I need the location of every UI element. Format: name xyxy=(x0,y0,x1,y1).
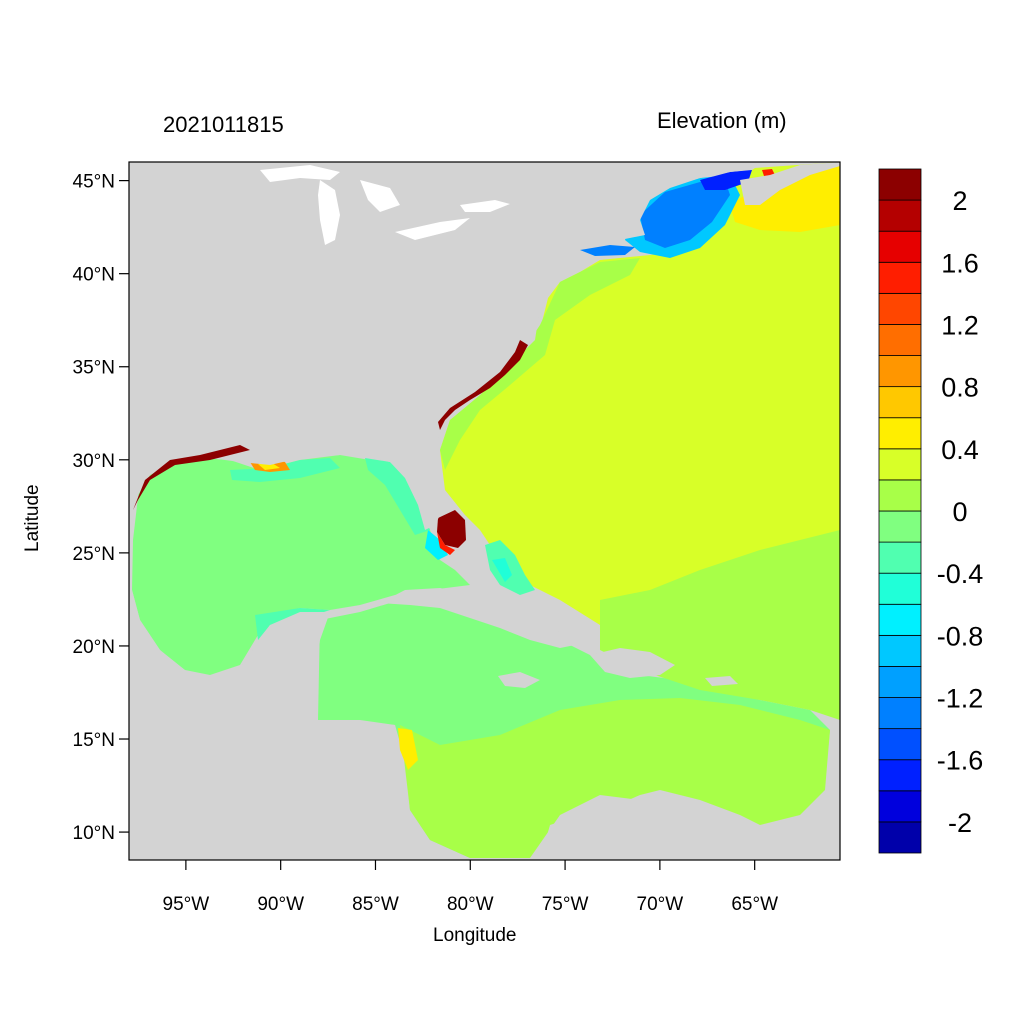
gulf-coast-surge-fringe xyxy=(133,445,250,510)
colorbar-label: 0.4 xyxy=(941,435,979,465)
colorbar-segment xyxy=(878,479,922,512)
colorbar-segment xyxy=(878,386,922,419)
y-tick-label: 10°N xyxy=(73,823,115,844)
map-frame xyxy=(128,161,841,861)
lake-huron xyxy=(360,180,400,212)
florida-surge-edge xyxy=(437,532,455,555)
jamaica-land xyxy=(498,672,540,688)
colorbar-segment xyxy=(878,634,922,667)
colorbar-segment xyxy=(878,261,922,294)
gulf-of-maine-mid xyxy=(640,180,730,248)
y-tick-label: 45°N xyxy=(73,172,115,193)
x-axis-ticks: 95°W 90°W 85°W 80°W 75°W 70°W 65°W xyxy=(163,860,778,915)
florida-surge xyxy=(437,510,466,548)
florida-bay-cyan xyxy=(425,530,448,560)
south-america-land xyxy=(540,790,840,860)
long-island-sound xyxy=(580,245,635,256)
colorbar-segment xyxy=(878,510,922,543)
lake-erie xyxy=(395,218,470,240)
y-tick-label: 30°N xyxy=(73,451,115,472)
plot-left-title: 2021011815 xyxy=(163,112,284,137)
y-axis-ticks: 45°N 40°N 35°N 30°N 25°N 20°N 15°N 10°N xyxy=(73,172,129,844)
x-axis-title: Longitude xyxy=(433,925,517,946)
x-tick-label: 75°W xyxy=(542,894,589,915)
colorbar-segment xyxy=(878,666,922,698)
x-tick-label: 90°W xyxy=(257,894,304,915)
colorbar-segment xyxy=(878,821,922,854)
map-field xyxy=(129,162,840,860)
colorbar-segment xyxy=(878,541,922,574)
lake-ontario xyxy=(460,200,510,212)
west-florida-shelf xyxy=(365,458,430,535)
gulf-of-maine-inner xyxy=(700,170,752,190)
atlantic-nearshore-band xyxy=(440,258,640,470)
colorbar-segment xyxy=(878,572,922,605)
x-tick-label: 80°W xyxy=(447,894,494,915)
gulf-of-mexico xyxy=(132,455,470,675)
bahamas-bank xyxy=(485,540,535,595)
lake-michigan xyxy=(318,180,340,245)
colorbar-labels: 2 1.6 1.2 0.8 0.4 0 -0.4 -0.8 -1.2 -1.6 -2 xyxy=(937,186,984,838)
puerto-rico-land xyxy=(705,676,738,686)
x-tick-label: 85°W xyxy=(352,894,399,915)
bahamas-inner xyxy=(492,558,512,582)
colorbar-segment xyxy=(878,790,922,823)
colorbar-label: 1.2 xyxy=(941,310,979,340)
y-tick-label: 20°N xyxy=(73,637,115,658)
colorbar-segment xyxy=(878,603,922,636)
lake-superior xyxy=(260,165,340,182)
y-tick-label: 35°N xyxy=(73,358,115,379)
colorbar xyxy=(878,168,922,854)
colorbar-label: -0.8 xyxy=(937,621,984,651)
delta-surge-inner xyxy=(258,463,280,470)
hispaniola-land xyxy=(590,648,675,678)
colorbar-segment xyxy=(878,448,922,481)
colorbar-segment xyxy=(878,324,922,356)
y-tick-label: 15°N xyxy=(73,730,115,751)
north-america-land xyxy=(129,162,755,540)
nova-scotia-land xyxy=(740,162,840,205)
colorbar-segment xyxy=(878,417,922,450)
colorbar-segment xyxy=(878,697,922,730)
x-tick-label: 95°W xyxy=(163,894,210,915)
colorbar-segment xyxy=(878,199,922,232)
colorbar-label: -1.6 xyxy=(937,746,984,776)
plot-right-title: Elevation (m) xyxy=(657,108,787,133)
cuba-land xyxy=(380,588,575,648)
y-tick-label: 25°N xyxy=(73,544,115,565)
fundy-surge xyxy=(762,169,775,176)
colorbar-label: -2 xyxy=(948,808,972,838)
colorbar-label: 0.8 xyxy=(941,373,979,403)
east-coast-surge-fringe xyxy=(438,340,528,430)
y-tick-label: 40°N xyxy=(73,265,115,286)
colorbar-segment xyxy=(878,355,922,388)
colorbar-label: 0 xyxy=(952,497,967,527)
colorbar-label: -0.4 xyxy=(937,559,984,589)
colorbar-segment xyxy=(878,728,922,761)
x-tick-label: 70°W xyxy=(637,894,684,915)
colorbar-segment xyxy=(878,292,922,325)
colorbar-segment xyxy=(878,168,922,201)
colorbar-label: 1.6 xyxy=(941,248,979,278)
honduras-coast-patch xyxy=(398,728,418,770)
colorbar-label: 2 xyxy=(952,186,967,216)
colorbar-segment xyxy=(878,230,922,263)
colorbar-label: -1.2 xyxy=(937,684,984,714)
scotian-shelf-patch xyxy=(730,165,840,232)
central-america-land xyxy=(129,540,440,860)
colorbar-segment xyxy=(878,759,922,792)
x-tick-label: 65°W xyxy=(731,894,778,915)
